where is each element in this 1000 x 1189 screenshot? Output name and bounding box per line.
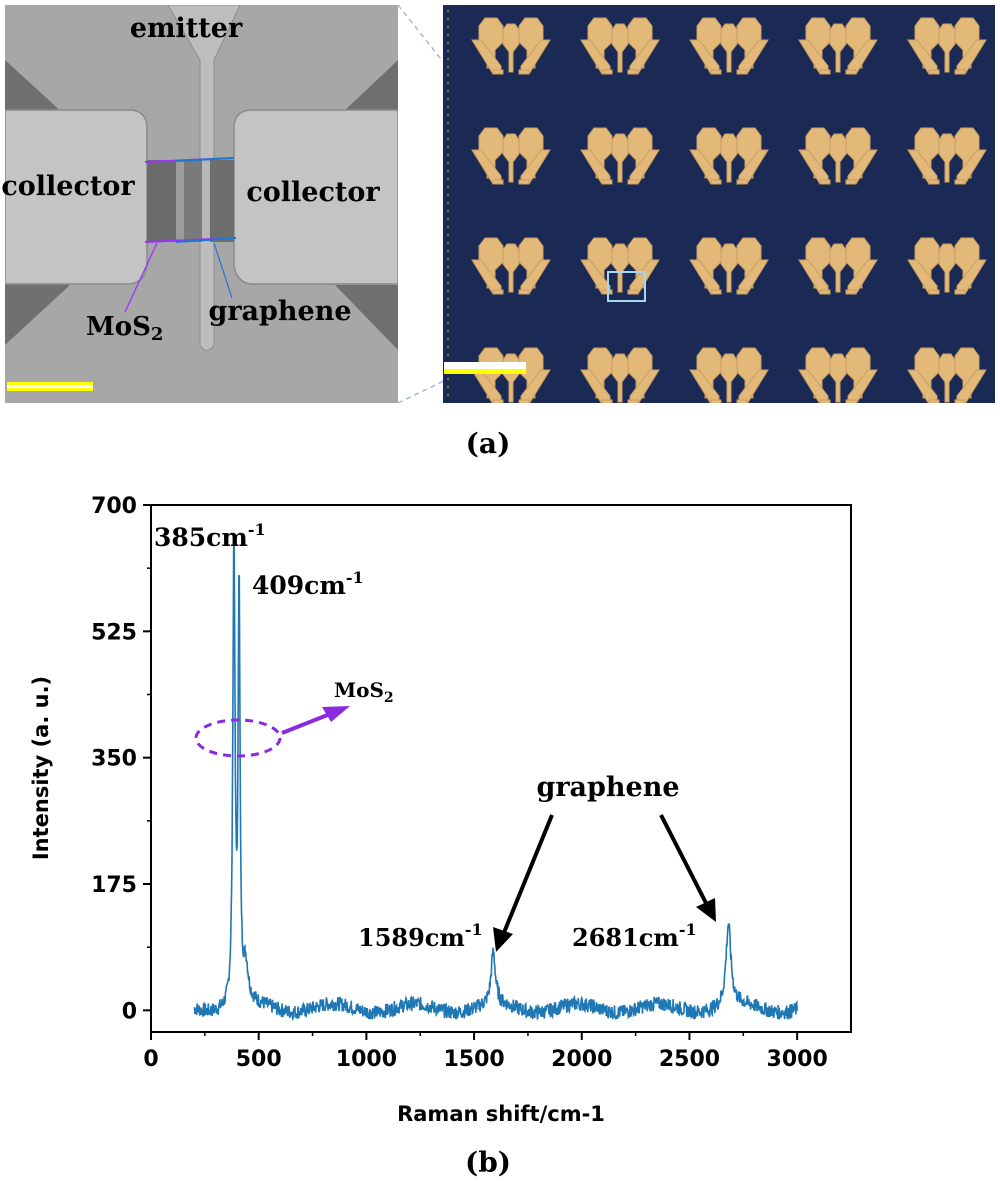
- y-tick-label: 525: [91, 620, 137, 645]
- x-tick-label: 3000: [767, 1047, 828, 1072]
- panel-b-caption: (b): [465, 1146, 511, 1179]
- raman-spectrum-line: [193, 537, 798, 1021]
- y-tick-label: 350: [91, 747, 137, 772]
- graphene-arrow-2681-head: [696, 898, 716, 922]
- annotation-385: 385cm-1: [154, 520, 266, 552]
- optical-image: [443, 5, 995, 403]
- mos2-label: MoS2: [86, 312, 163, 345]
- collector-right-label: collector: [246, 177, 380, 208]
- annotation-409: 409cm-1: [252, 568, 364, 600]
- panel-a-caption: (a): [466, 427, 511, 460]
- sem-image: [5, 5, 398, 403]
- y-tick-label: 175: [91, 873, 137, 898]
- x-tick-label: 500: [236, 1047, 282, 1072]
- emitter-label: emitter: [130, 13, 243, 44]
- y-axis-label: Intensity (a. u.): [29, 676, 53, 860]
- collector-left-label: collector: [1, 171, 135, 202]
- graphene-label: graphene: [208, 296, 351, 327]
- y-tick-label: 0: [122, 999, 137, 1024]
- x-axis-ticks: 0 500 1000 1500 2000 2500 3000: [143, 1032, 828, 1072]
- graphene-arrow-1589-head: [493, 927, 513, 952]
- mos2-arrow-shaft: [281, 712, 331, 735]
- zoom-region-box: [607, 271, 646, 302]
- x-axis-label: Raman shift/cm-1: [397, 1102, 605, 1126]
- y-tick-label: 700: [91, 494, 137, 519]
- x-tick-label: 0: [143, 1047, 158, 1072]
- raman-chart: 0 500 1000 1500 2000 2500 3000 0 175 350 525 700 3…: [29, 494, 852, 1126]
- annotation-1589: 1589cm-1: [358, 920, 483, 952]
- y-axis-ticks: 0 175 350 525 700: [91, 494, 151, 1024]
- graphene-arrow-1589-shaft: [501, 814, 554, 936]
- graphene-arrow-2681-shaft: [659, 814, 709, 906]
- annotation-2681: 2681cm-1: [572, 920, 697, 952]
- x-tick-label: 2000: [551, 1047, 612, 1072]
- annotation-mos2: MoS2: [334, 678, 394, 706]
- x-tick-label: 1000: [336, 1047, 397, 1072]
- x-tick-label: 1500: [443, 1047, 504, 1072]
- mos2-ellipse-marker: [194, 718, 282, 758]
- x-tick-label: 2500: [659, 1047, 720, 1072]
- mos2-arrow-head: [322, 706, 350, 722]
- plot-frame: [150, 504, 852, 1033]
- annotation-graphene: graphene: [536, 772, 679, 803]
